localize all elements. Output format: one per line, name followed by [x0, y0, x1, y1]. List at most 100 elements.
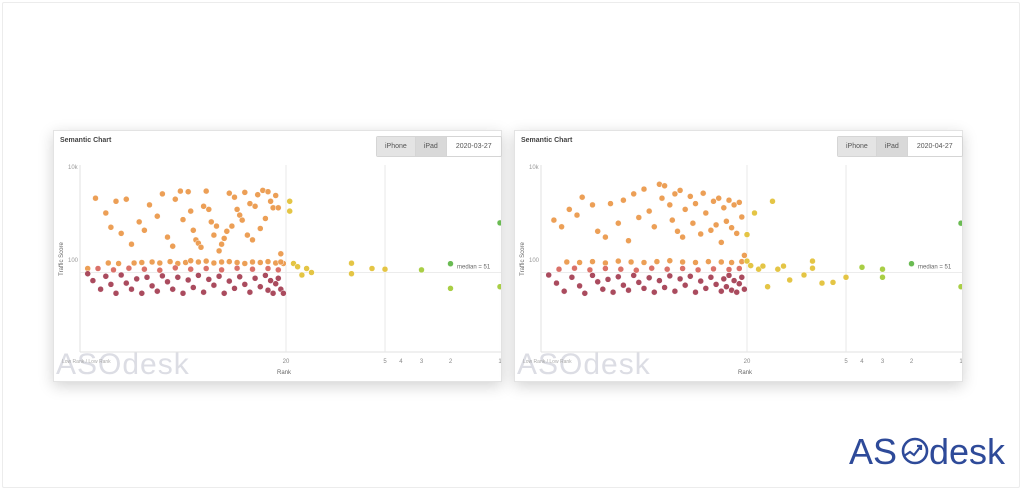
data-point: [84, 270, 91, 277]
tab-iphone[interactable]: iPhone: [377, 137, 416, 156]
data-point: [676, 187, 684, 194]
data-point: [303, 265, 310, 272]
data-point: [736, 199, 743, 206]
data-point: [286, 198, 293, 205]
data-point: [663, 265, 671, 273]
data-point: [197, 244, 205, 251]
device-toggle: iPhone iPad 2020-03-27: [376, 136, 502, 157]
data-point: [138, 290, 146, 297]
data-point: [112, 198, 120, 205]
data-point: [418, 266, 425, 274]
data-point: [202, 265, 210, 272]
data-point: [558, 223, 565, 231]
data-point: [658, 194, 666, 202]
data-point: [743, 231, 751, 238]
data-point: [210, 281, 218, 289]
data-point: [249, 265, 256, 273]
data-point: [759, 262, 767, 270]
data-point: [651, 223, 658, 231]
tab-ipad[interactable]: iPad: [876, 137, 908, 156]
data-point: [205, 206, 213, 213]
data-point: [208, 218, 215, 226]
data-point: [154, 287, 161, 295]
data-point: [107, 224, 115, 231]
panel-title: Semantic Chart: [60, 137, 112, 144]
brand-logo-text-1: AS: [849, 431, 897, 470]
data-point: [730, 277, 738, 284]
data-point: [627, 258, 635, 266]
data-point: [226, 258, 233, 265]
data-point: [172, 264, 179, 272]
data-point: [267, 277, 274, 284]
data-point: [130, 259, 138, 267]
tab-ipad[interactable]: iPad: [415, 137, 447, 156]
data-point: [187, 257, 194, 264]
data-point: [645, 207, 653, 215]
data-point: [123, 279, 130, 287]
data-point: [723, 218, 730, 225]
data-point: [298, 271, 306, 279]
data-point: [213, 222, 220, 230]
x-tick-label: 20: [744, 359, 751, 365]
data-point: [769, 198, 776, 205]
data-point: [594, 228, 601, 235]
data-point: [702, 209, 710, 217]
y-tick-label: 100: [529, 258, 540, 264]
data-point: [640, 185, 648, 193]
data-point: [159, 272, 166, 280]
data-point: [174, 274, 182, 281]
data-point: [236, 273, 243, 281]
data-point: [671, 287, 679, 295]
data-point: [725, 196, 733, 204]
data-point: [692, 288, 699, 296]
data-point: [368, 265, 376, 272]
data-point: [879, 265, 886, 273]
data-point: [115, 260, 122, 267]
data-point: [653, 258, 661, 265]
data-point: [741, 252, 748, 259]
data-point: [272, 280, 279, 287]
data-point: [687, 193, 694, 200]
data-point: [169, 285, 176, 293]
data-point: [738, 274, 746, 281]
data-point: [705, 258, 712, 265]
data-point: [166, 258, 174, 265]
data-point: [447, 260, 454, 267]
data-point: [241, 189, 249, 196]
data-point: [179, 216, 187, 223]
data-point: [228, 222, 236, 230]
data-point: [687, 273, 694, 280]
data-point: [184, 276, 192, 284]
data-point: [842, 274, 850, 281]
data-point: [164, 278, 171, 286]
data-point: [94, 265, 102, 272]
data-point: [576, 259, 583, 266]
data-point: [143, 274, 151, 281]
data-point: [264, 265, 272, 272]
data-point: [146, 201, 153, 209]
data-point: [563, 258, 571, 266]
data-point: [576, 282, 583, 290]
tab-iphone[interactable]: iPhone: [838, 137, 877, 156]
data-point: [294, 263, 301, 270]
corner-label: Low Rank / Low Rank: [523, 359, 572, 365]
data-point: [602, 259, 609, 267]
data-point: [195, 258, 202, 266]
data-point: [718, 239, 725, 246]
data-point: [496, 219, 501, 227]
data-point: [733, 230, 740, 237]
data-point: [578, 193, 586, 201]
data-point: [730, 201, 738, 209]
date-picker[interactable]: 2020-03-27: [446, 137, 501, 156]
data-point: [89, 277, 97, 284]
data-point: [148, 258, 156, 266]
data-point: [568, 274, 576, 281]
data-point: [231, 193, 238, 201]
data-point: [308, 269, 315, 276]
data-point: [738, 213, 746, 221]
data-point: [602, 233, 609, 241]
data-point: [609, 288, 617, 296]
date-picker[interactable]: 2020-04-27: [907, 137, 962, 156]
